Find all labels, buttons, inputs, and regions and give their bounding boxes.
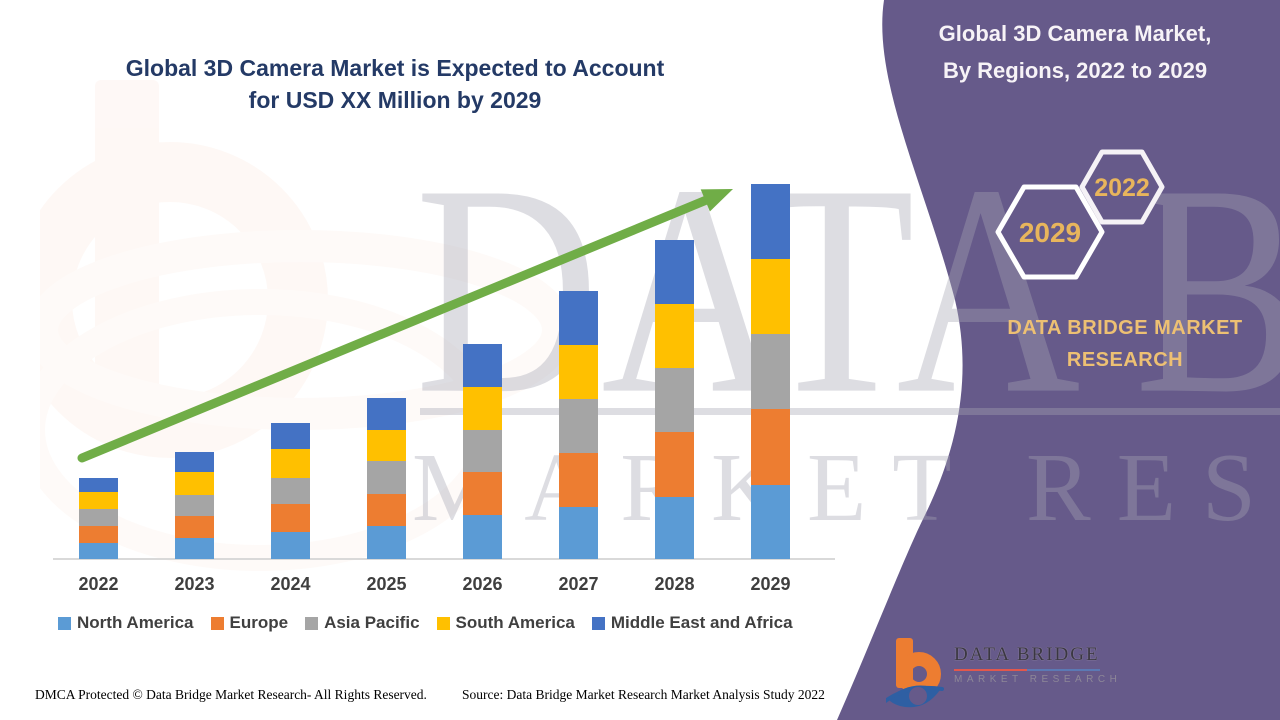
panel-brand-line1: DATA BRIDGE MARKET: [1007, 317, 1243, 339]
bar-segment-2024-south-america: [271, 449, 310, 478]
chart-title: Global 3D Camera Market is Expected to A…: [45, 52, 745, 116]
x-axis-label-2024: 2024: [270, 574, 311, 594]
bar-segment-2022-south-america: [79, 492, 118, 509]
bar-segment-2028-asia-pacific: [655, 368, 694, 432]
bar-segment-2026-south-america: [463, 387, 502, 430]
bar-segment-2025-europe: [367, 494, 406, 526]
bar-segment-2025-asia-pacific: [367, 461, 406, 494]
x-axis-label-2029: 2029: [750, 574, 791, 594]
bar-segment-2028-north-america: [655, 497, 694, 559]
x-axis-label-2023: 2023: [174, 574, 215, 594]
bar-segment-2023-south-america: [175, 472, 214, 495]
bar-segment-2027-south-america: [559, 345, 598, 399]
panel-title: Global 3D Camera Market, By Regions, 202…: [900, 15, 1250, 89]
bar-segment-2028-europe: [655, 432, 694, 497]
bar-segment-2022-middle-east-and-africa: [79, 478, 118, 492]
x-axis-label-2028: 2028: [654, 574, 695, 594]
legend-label: South America: [455, 613, 575, 632]
dmca-notice: DMCA Protected © Data Bridge Market Rese…: [35, 687, 427, 702]
bar-segment-2025-north-america: [367, 526, 406, 559]
x-axis-label-2022: 2022: [78, 574, 119, 594]
legend-item-asia-pacific: Asia Pacific: [305, 613, 420, 633]
x-axis-line: [53, 558, 835, 560]
bar-segment-2029-middle-east-and-africa: [751, 184, 790, 259]
bar-segment-2027-asia-pacific: [559, 399, 598, 453]
bar-segment-2029-south-america: [751, 259, 790, 334]
bar-segment-2024-middle-east-and-africa: [271, 423, 310, 449]
logo-name: DATA BRIDGE: [954, 644, 1100, 665]
bar-segment-2026-middle-east-and-africa: [463, 344, 502, 387]
bar-segment-2026-asia-pacific: [463, 430, 502, 472]
chart-legend: North America Europe Asia Pacific South Ame…: [58, 613, 793, 633]
bar-segment-2024-north-america: [271, 532, 310, 559]
bar-segment-2026-north-america: [463, 515, 502, 559]
panel-title-line1: Global 3D Camera Market,: [938, 21, 1212, 46]
legend-item-south-america: South America: [436, 613, 575, 633]
chart-title-line1: Global 3D Camera Market is Expected to A…: [125, 55, 665, 81]
year-hexagons: 2022 2029: [995, 149, 1165, 280]
legend-swatch: [436, 616, 450, 630]
bar-segment-2022-europe: [79, 526, 118, 543]
bar-segment-2027-europe: [559, 453, 598, 507]
company-logo: DATA BRIDGE MARKET RESEARCH: [886, 634, 1121, 716]
legend-swatch: [305, 616, 319, 630]
source-note: Source: Data Bridge Market Research Mark…: [462, 687, 825, 702]
bar-segment-2023-north-america: [175, 538, 214, 559]
bar-segment-2022-north-america: [79, 543, 118, 559]
bar-segment-2029-north-america: [751, 485, 790, 559]
x-axis-label-2026: 2026: [462, 574, 503, 594]
bar-segment-2023-europe: [175, 516, 214, 538]
hexagon-2029: [995, 184, 1105, 280]
logo-divider: [954, 669, 1100, 671]
hexagon-2029-label: 2029: [1019, 217, 1081, 248]
bar-segment-2026-europe: [463, 472, 502, 515]
legend-swatch: [591, 616, 605, 630]
bar-segment-2022-asia-pacific: [79, 509, 118, 526]
bar-segment-2025-south-america: [367, 430, 406, 461]
bar-segment-2027-north-america: [559, 507, 598, 559]
legend-swatch: [58, 616, 71, 630]
hexagon-2022: [1079, 149, 1165, 225]
x-axis-label-2025: 2025: [366, 574, 407, 594]
chart-title-line2: for USD XX Million by 2029: [248, 87, 542, 113]
legend-label: North America: [77, 613, 194, 632]
legend-item-middle-east-and-africa: Middle East and Africa: [591, 613, 793, 633]
legend-label: Middle East and Africa: [610, 613, 793, 632]
panel-brand-line2: RESEARCH: [1066, 349, 1184, 371]
panel-brand-name: DATA BRIDGE MARKET RESEARCH: [955, 312, 1280, 376]
bar-segment-2024-asia-pacific: [271, 478, 310, 504]
bar-segment-2029-europe: [751, 409, 790, 485]
legend-swatch: [210, 616, 224, 630]
bar-segment-2029-asia-pacific: [751, 334, 790, 409]
x-axis-label-2027: 2027: [558, 574, 599, 594]
company-logo-icon: [886, 638, 944, 708]
legend-label: Europe: [229, 613, 289, 632]
hexagon-2022-label: 2022: [1094, 174, 1150, 202]
panel-title-line2: By Regions, 2022 to 2029: [942, 58, 1208, 83]
bar-segment-2023-asia-pacific: [175, 495, 214, 516]
bar-segment-2023-middle-east-and-africa: [175, 452, 214, 472]
legend-item-north-america: North America: [58, 613, 194, 633]
legend-label: Asia Pacific: [324, 613, 420, 632]
logo-subtitle: MARKET RESEARCH: [954, 674, 1122, 685]
bar-segment-2028-middle-east-and-africa: [655, 240, 694, 304]
bar-segment-2028-south-america: [655, 304, 694, 368]
bar-segment-2027-middle-east-and-africa: [559, 291, 598, 345]
legend-item-europe: Europe: [210, 613, 289, 633]
bar-segment-2024-europe: [271, 504, 310, 532]
bar-segment-2025-middle-east-and-africa: [367, 398, 406, 430]
